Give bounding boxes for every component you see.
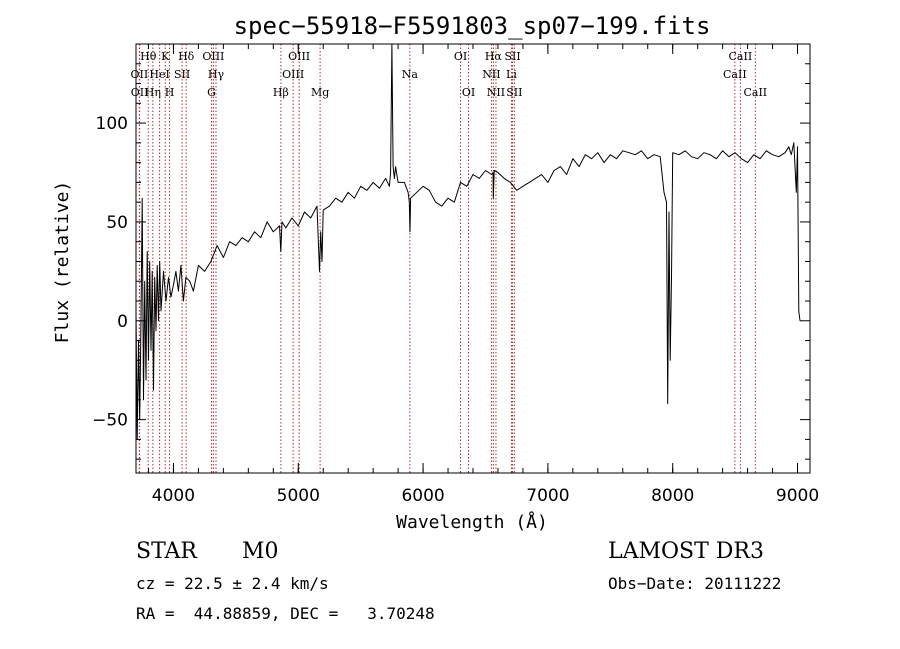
spectral-line-labels: HθOIIOIIHηHeIKHSIIHδGOIIIHγHβOIIIOIIIMgN…: [131, 50, 768, 99]
x-tick-label-2: 6000: [401, 486, 444, 506]
x-axis-ticks: 4000 5000 6000 7000 8000 9000: [147, 44, 819, 506]
object-class: STAR: [136, 539, 197, 564]
line-label-25: CaII: [723, 68, 747, 81]
line-label-24: SII: [506, 86, 522, 99]
spectrum-line: [135, 43, 801, 440]
line-label-8: Hδ: [178, 50, 195, 63]
coordinates: RA = 44.88859, DEC = 3.70248: [136, 604, 435, 623]
x-axis-label: Wavelength (Å): [396, 511, 548, 533]
line-label-4: HeI: [149, 68, 169, 81]
spectrum-series: [135, 43, 801, 440]
line-label-23: Li: [506, 68, 517, 81]
line-label-16: Na: [402, 68, 419, 81]
x-tick-label-0: 4000: [152, 486, 195, 506]
object-subclass: M0: [242, 539, 279, 564]
line-label-22: SII: [504, 50, 520, 63]
line-label-27: CaII: [743, 86, 767, 99]
line-label-26: CaII: [729, 50, 753, 63]
x-tick-label-3: 7000: [526, 486, 569, 506]
line-label-12: Hβ: [273, 86, 289, 99]
line-label-9: G: [207, 86, 216, 99]
line-label-0: Hθ: [140, 50, 157, 63]
y-tick-label-3: 100: [96, 114, 128, 134]
line-label-3: Hη: [145, 86, 161, 99]
line-label-19: NII: [482, 68, 500, 81]
line-label-1: OII: [131, 68, 149, 81]
plot-frame: [135, 43, 811, 474]
line-label-17: OI: [454, 50, 467, 63]
line-label-11: Hγ: [208, 68, 225, 81]
observation-date: Obs−Date: 20111222: [608, 574, 782, 593]
line-label-13: OIII: [282, 68, 304, 81]
x-tick-label-5: 9000: [776, 486, 819, 506]
x-tick-label-1: 5000: [277, 486, 320, 506]
x-tick-label-4: 8000: [651, 486, 694, 506]
line-label-2: OII: [131, 86, 149, 99]
y-tick-label-2: 50: [106, 213, 128, 233]
line-label-10: OIII: [202, 50, 224, 63]
chart-title: spec−55918−F5591803_sp07−199.fits: [234, 12, 711, 40]
redshift-velocity: cz = 22.5 ± 2.4 km/s: [136, 574, 329, 593]
y-axis-ticks: −50 0 50 100: [92, 63, 810, 460]
line-label-18: OI: [462, 86, 475, 99]
line-label-5: K: [161, 50, 170, 63]
survey-name: LAMOST DR3: [608, 539, 764, 564]
line-label-14: OIII: [288, 50, 310, 63]
line-label-15: Mg: [311, 86, 329, 99]
line-label-7: SII: [174, 68, 190, 81]
line-label-20: NII: [487, 86, 505, 99]
line-label-21: Hα: [485, 50, 503, 63]
y-tick-label-0: −50: [92, 411, 128, 431]
y-tick-label-1: 0: [117, 312, 128, 332]
line-label-6: H: [165, 86, 175, 99]
spectral-line-markers: [138, 44, 756, 473]
y-axis-label: Flux (relative): [52, 181, 73, 344]
